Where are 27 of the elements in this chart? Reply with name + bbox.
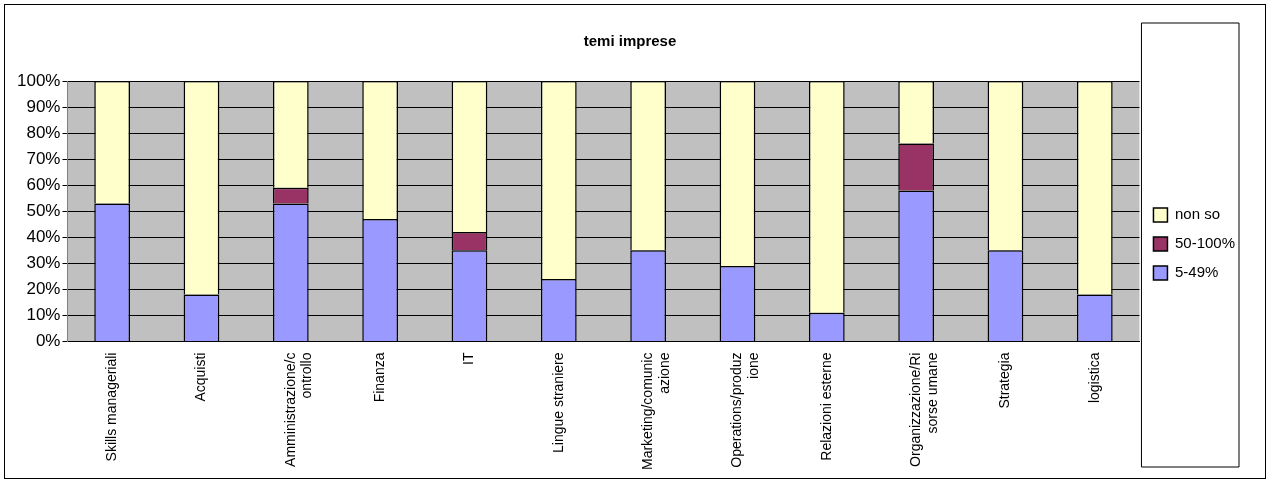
x-tick-label: Lingue straniere xyxy=(549,352,566,453)
x-tick-label: Amministrazione/controllo xyxy=(281,352,315,467)
legend-label: 5-49% xyxy=(1174,263,1219,281)
y-tick-label: 100% xyxy=(17,70,61,90)
x-tick-label: Marketing/comunicazione xyxy=(638,352,672,471)
x-tick-label: Skills manageriali xyxy=(103,352,119,462)
x-tick-label: Operations/produzione xyxy=(728,352,762,468)
x-tick-label: logistica xyxy=(1085,352,1102,404)
y-tick-label: 20% xyxy=(26,279,61,299)
x-tick-label: Organizzazione/Risorse umane xyxy=(906,352,940,467)
y-tick-label: 50% xyxy=(26,200,61,220)
legend-label: 50-100% xyxy=(1174,234,1235,252)
x-tick-label: Strategia xyxy=(996,352,1013,409)
y-tick-label: 10% xyxy=(26,305,61,325)
y-tick-label: 80% xyxy=(26,122,61,142)
x-tick-label: IT xyxy=(460,352,477,365)
y-tick-label: 0% xyxy=(35,331,61,351)
y-tick-label: 60% xyxy=(26,174,61,194)
y-tick-label: 90% xyxy=(26,96,61,116)
x-tick-label: Relazioni esterne xyxy=(817,352,834,461)
y-tick-label: 40% xyxy=(26,226,61,246)
x-tick-label: Finanza xyxy=(371,352,387,403)
x-tick-label: Acquisti xyxy=(192,352,209,402)
y-tick-label: 70% xyxy=(26,148,61,168)
chart-title: temi imprese xyxy=(583,32,677,50)
y-tick-label: 30% xyxy=(26,253,61,273)
legend-label: non so xyxy=(1174,205,1220,223)
